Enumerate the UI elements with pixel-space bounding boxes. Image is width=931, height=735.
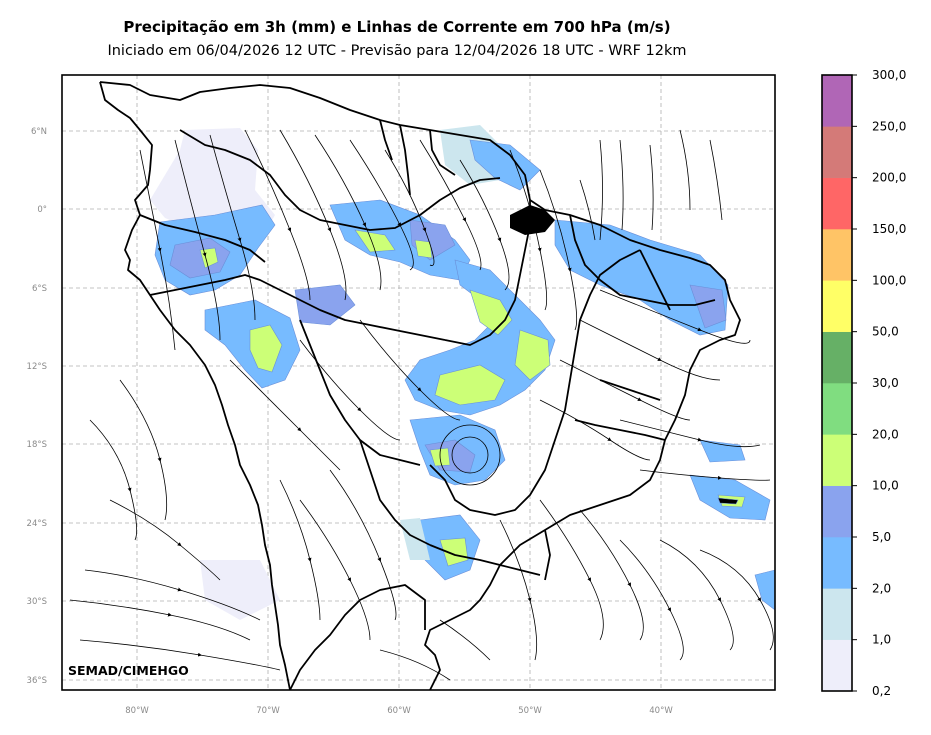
colorbar-swatch [822, 126, 852, 178]
svg-text:80°W: 80°W [125, 706, 149, 716]
colorbar-swatch [822, 75, 852, 127]
colorbar-level-label: 250,0 [872, 119, 906, 133]
precipitation-field [150, 125, 775, 620]
colorbar-level-label: 200,0 [872, 171, 906, 185]
colorbar-swatch [822, 485, 852, 538]
svg-text:60°W: 60°W [387, 706, 411, 716]
colorbar-level-label: 100,0 [872, 273, 906, 287]
latitude-labels: 6°N 0° 6°S 12°S 18°S 24°S 30°S 36°S [27, 127, 47, 686]
svg-text:18°S: 18°S [27, 440, 47, 450]
colorbar-level-label: 20,0 [872, 427, 899, 441]
colorbar-frame [821, 74, 853, 692]
colorbar-swatch [822, 331, 852, 384]
colorbar-swatch [822, 639, 852, 692]
colorbar-level-label: 0,2 [872, 684, 891, 698]
colorbar-level-label: 10,0 [872, 479, 899, 493]
colorbar-level-label: 1,0 [872, 633, 891, 647]
credit-label: SEMAD/CIMEHGO [68, 663, 189, 678]
svg-text:50°W: 50°W [518, 706, 542, 716]
colorbar-swatch [822, 588, 852, 640]
svg-text:0°: 0° [37, 205, 47, 215]
svg-text:24°S: 24°S [27, 519, 47, 529]
longitude-labels: 80°W 70°W 60°W 50°W 40°W [125, 706, 673, 716]
amazon-delta [510, 205, 555, 235]
colorbar-level-label: 30,0 [872, 376, 899, 390]
svg-text:12°S: 12°S [27, 362, 47, 372]
colorbar-swatch [822, 434, 852, 486]
colorbar-level-label: 300,0 [872, 68, 906, 82]
colorbar-swatch [822, 280, 852, 332]
colorbar-swatch [822, 229, 852, 281]
svg-text:70°W: 70°W [256, 706, 280, 716]
colorbar-swatch [822, 537, 852, 589]
streamlines [69, 129, 774, 681]
coastlines-borders [99, 81, 741, 690]
svg-text:6°N: 6°N [31, 127, 47, 137]
svg-text:40°W: 40°W [649, 706, 673, 716]
colorbar-level-label: 150,0 [872, 222, 906, 236]
map-subtitle: Iniciado em 06/04/2026 12 UTC - Previsão… [107, 43, 687, 59]
svg-text:30°S: 30°S [27, 597, 47, 607]
colorbar-swatch [822, 383, 852, 435]
colorbar-level-label: 50,0 [872, 325, 899, 339]
colorbar-swatch [822, 177, 852, 230]
svg-text:36°S: 36°S [27, 676, 47, 686]
colorbar-level-label: 5,0 [872, 530, 891, 544]
map-frame [61, 74, 776, 691]
svg-text:6°S: 6°S [32, 284, 47, 294]
map-title: Precipitação em 3h (mm) e Linhas de Corr… [123, 18, 671, 36]
colorbar-level-label: 2,0 [872, 581, 891, 595]
colorbar [822, 75, 852, 692]
colorbar-labels: 0,2 1,0 2,0 5,0 10,0 20,0 30,0 50,0 100,0 150,0 20… [852, 68, 906, 698]
